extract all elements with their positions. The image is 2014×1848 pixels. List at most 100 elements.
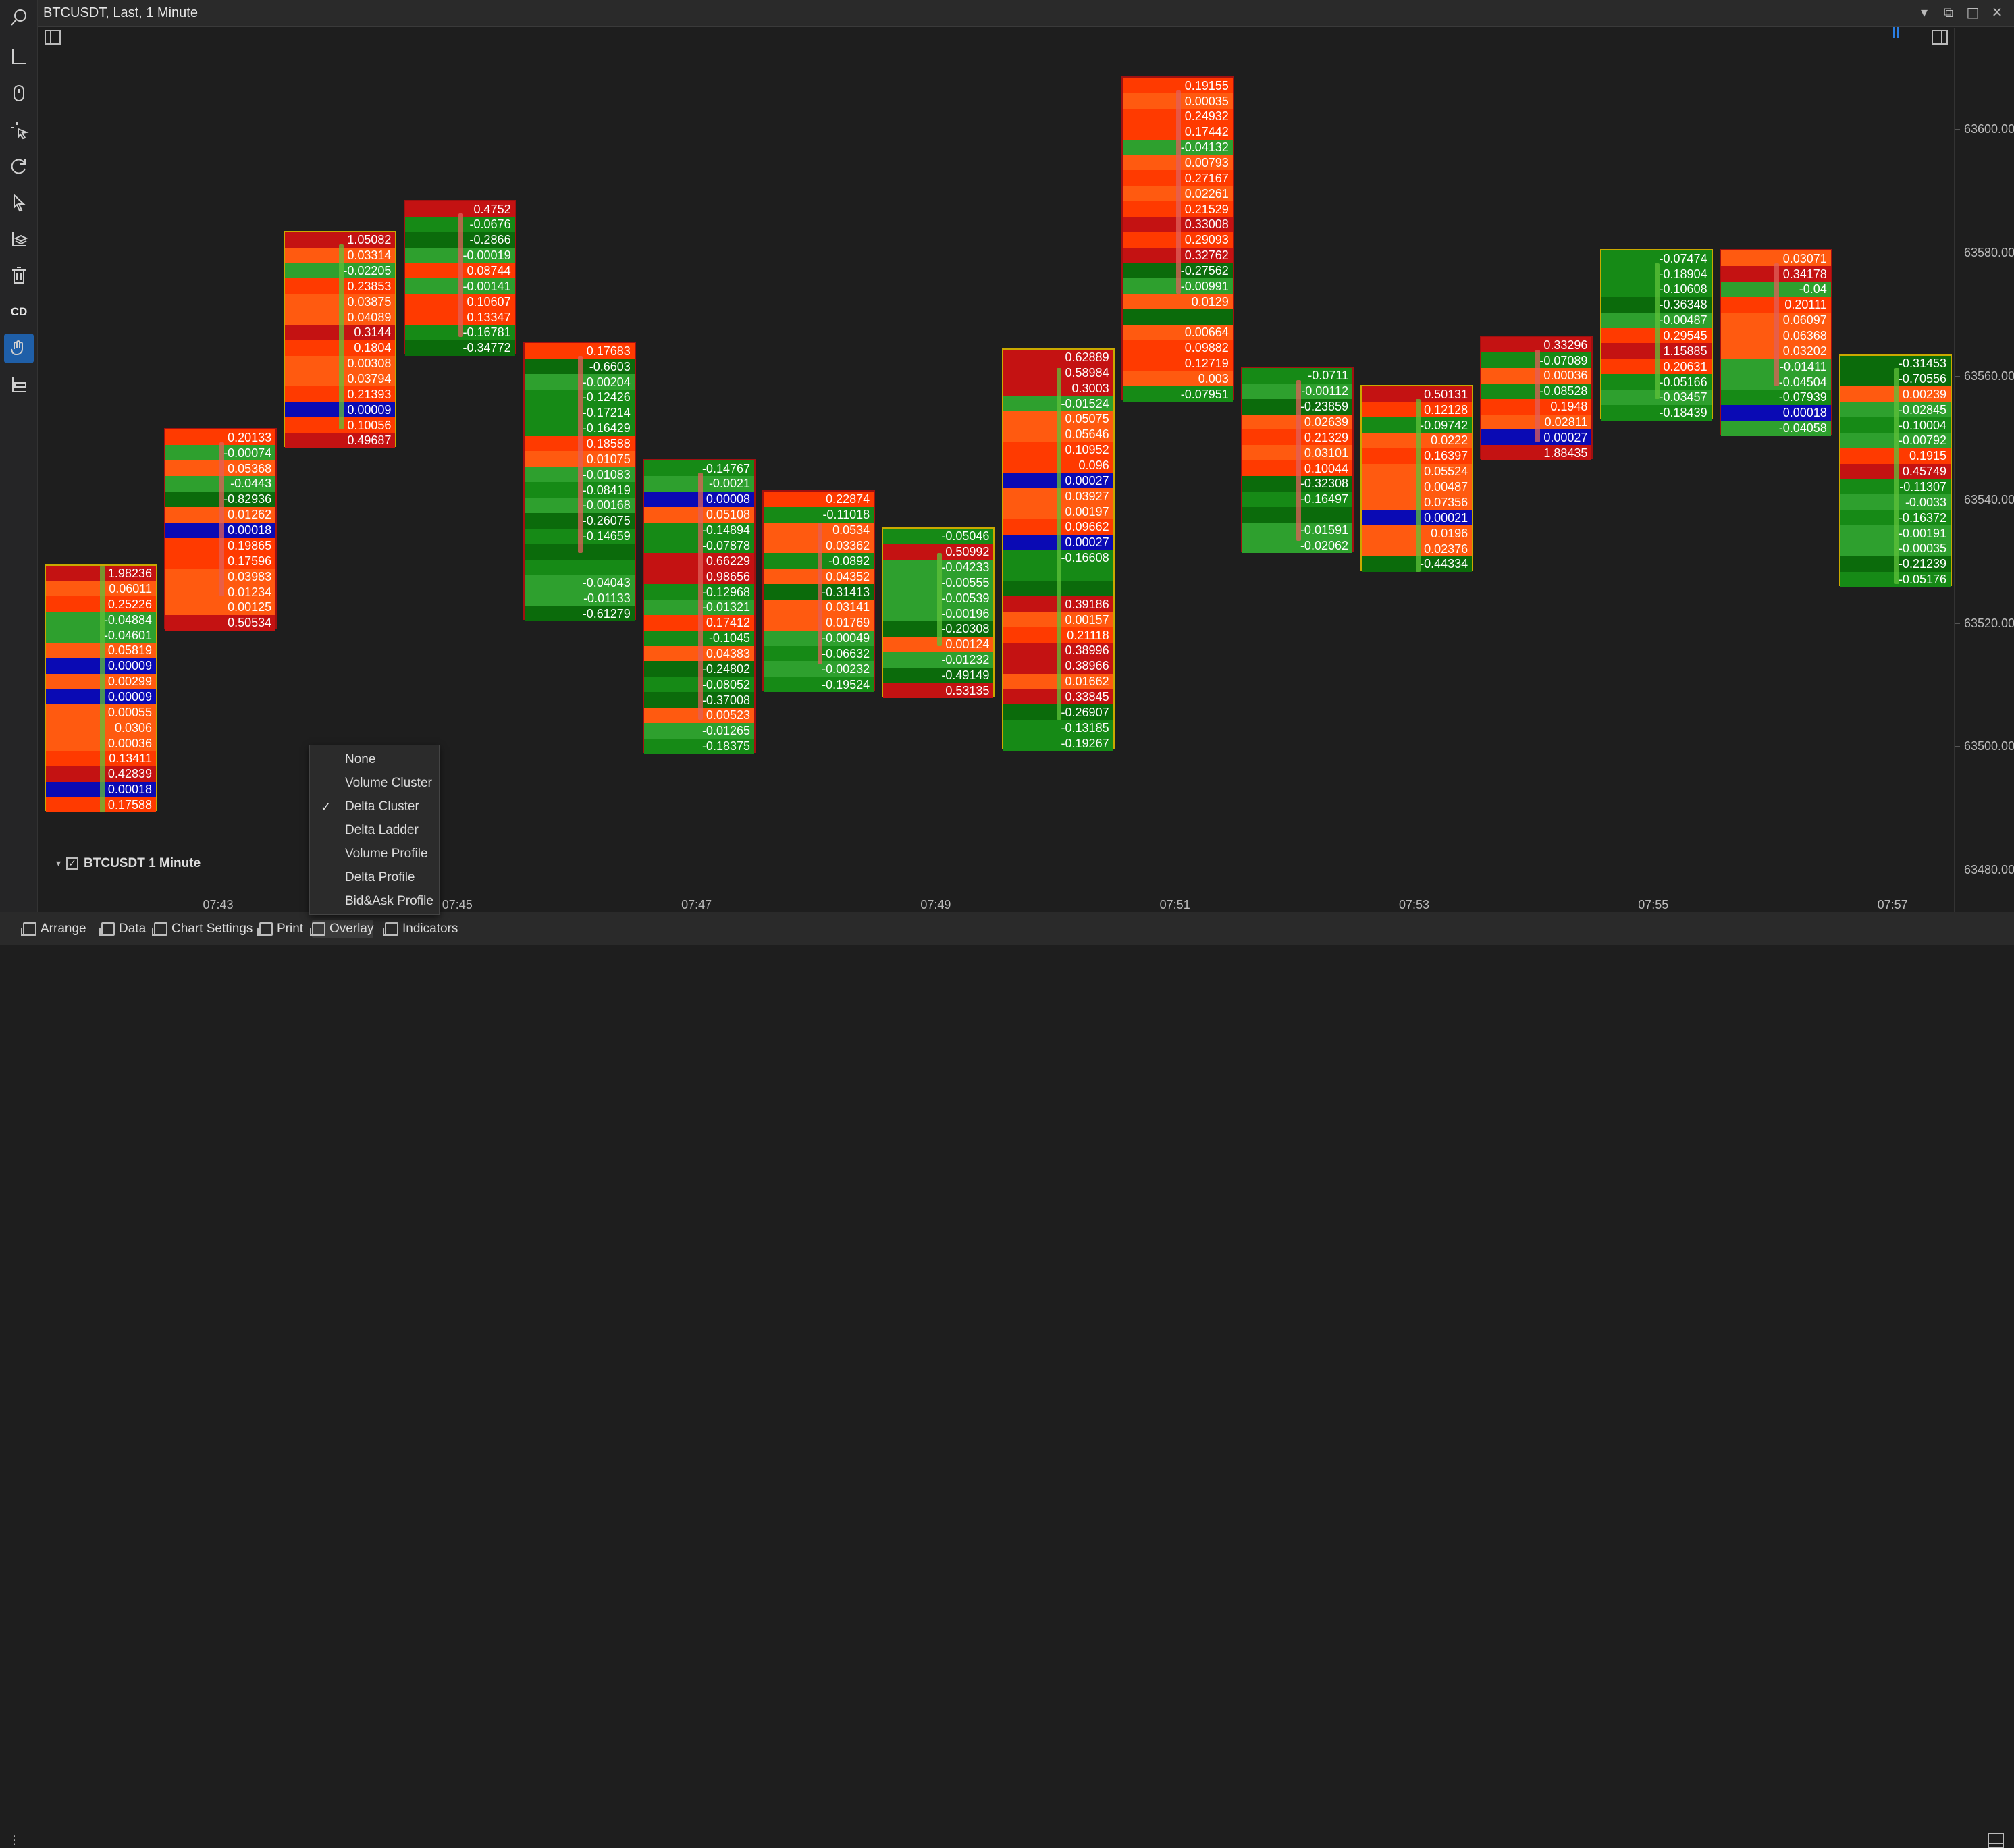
hand-tool-button[interactable] (4, 334, 34, 363)
menu-item-none[interactable]: None (310, 748, 439, 771)
time-label: 07:45 (442, 898, 473, 912)
menu-item-volume-profile[interactable]: Volume Profile (310, 843, 439, 866)
delta-cell: 0.0129 (1122, 294, 1233, 310)
search-icon (11, 9, 26, 26)
delta-cell: 0.49687 (285, 433, 396, 448)
delta-cell: -0.00232 (764, 661, 874, 677)
chevron-down-icon[interactable]: ▾ (56, 858, 61, 869)
detach-icon[interactable]: ⧉ (1943, 4, 1954, 20)
menu-item-volume-cluster[interactable]: Volume Cluster (310, 772, 439, 795)
footprint-bar[interactable]: 0.4752 -0.0676 -0.2866 -0.00019 0.08744 -0.00… (403, 200, 516, 356)
menu-item-delta-profile[interactable]: Delta Profile (310, 866, 439, 889)
chart-settings-button[interactable]: Chart Settings (152, 920, 253, 938)
time-label: 07:43 (203, 898, 234, 912)
delta-cell: -0.14767 (644, 460, 754, 477)
footprint-bar[interactable]: 0.20133 -0.00074 0.05368 -0.0443 -0.82936 0.0… (164, 428, 277, 631)
legend-box[interactable]: ▾ ✓ BTCUSDT 1 Minute (49, 849, 217, 878)
delta-cell: -0.01133 (524, 590, 635, 606)
window-controls: ▾ ⧉ □ ✕ (1917, 4, 2005, 20)
footprint-bar[interactable]: -0.0711 -0.00112 -0.23859 0.02639 0.21329 0.0… (1241, 367, 1354, 554)
delta-cell: 0.62889 (1003, 349, 1113, 365)
window-title: BTCUSDT, Last, 1 Minute (43, 5, 198, 20)
pointer-tool-button[interactable] (4, 188, 34, 217)
footprint-bar[interactable]: 1.98236 0.06011 0.25226 -0.04884 -0.04601 0.0… (45, 564, 157, 813)
chart-settings-label: Chart Settings (171, 922, 253, 936)
footprint-bar[interactable]: 0.50131 0.12128 -0.09742 0.0222 0.16397 0.055… (1360, 385, 1474, 572)
mouse-mode-button[interactable] (4, 78, 34, 108)
arrange-button[interactable]: Arrange (21, 920, 86, 938)
delta-cell: 1.88435 (1481, 445, 1592, 461)
data-button[interactable]: Data (99, 920, 147, 938)
cd-button[interactable]: CD (4, 297, 34, 327)
delete-drawings-button[interactable] (4, 261, 34, 290)
time-axis[interactable]: 07:43 07:45 07:47 07:49 07:51 07:53 07:55 07:57 (38, 891, 1954, 912)
delta-cell: -0.31453 (1840, 355, 1951, 371)
panel-bottom-icon[interactable] (1988, 1833, 2004, 1848)
ruler-button[interactable] (4, 370, 34, 400)
footprint-bar[interactable]: 0.62889 0.58984 0.3003 -0.01524 0.05075 0.056… (1001, 348, 1115, 751)
delta-cell: 0.00664 (1122, 325, 1233, 340)
time-label: 07:47 (681, 898, 712, 912)
candle-body (817, 522, 822, 664)
footprint-bar[interactable]: 0.22874 -0.11018 0.0534 0.03362 -0.0892 0.043… (762, 490, 876, 693)
time-label: 07:57 (1877, 898, 1908, 912)
delta-cell: -0.01232 (883, 652, 994, 668)
candle-body (1535, 349, 1540, 442)
delta-cell: -0.18375 (644, 738, 754, 754)
panel-right-icon[interactable] (1932, 30, 1948, 45)
delta-cell: 1.05082 (285, 232, 396, 248)
search-tool-button[interactable] (4, 3, 34, 32)
refresh-button[interactable] (4, 151, 34, 181)
maximize-icon[interactable]: □ (1966, 4, 1980, 20)
menu-item-label: Volume Profile (345, 847, 428, 861)
arrange-label: Arrange (41, 922, 86, 936)
indicators-button[interactable]: Indicators (383, 920, 458, 938)
footprint-bar[interactable]: 1.05082 0.03314 -0.02205 0.23853 0.03875 0.04… (284, 230, 397, 448)
cd-label: CD (10, 305, 28, 318)
candle-body (99, 565, 105, 813)
footprint-bar[interactable]: -0.31453 -0.70556 0.00239 -0.02845 -0.10004-… (1839, 354, 1952, 587)
mouse-icon (14, 85, 24, 101)
delta-cell: -0.04058 (1720, 420, 1831, 436)
footprint-bar[interactable]: 0.03071 0.34178 -0.04 0.20111 0.06097 0.06368… (1719, 249, 1832, 436)
close-icon[interactable]: ✕ (1991, 4, 2003, 20)
delta-cell: -0.11018 (764, 506, 874, 523)
panel-left-icon[interactable] (45, 30, 61, 45)
pause-icon[interactable] (1892, 27, 1901, 38)
crosshair-tool-button[interactable] (4, 115, 34, 144)
checkmark-icon: ✓ (321, 799, 332, 814)
chart-area[interactable]: 1.98236 0.06011 0.25226 -0.04884 -0.04601 0.0… (38, 28, 1954, 912)
delta-cell: -0.34772 (404, 340, 515, 356)
print-button[interactable]: Print (257, 920, 303, 938)
footprint-bar[interactable]: 0.19155 0.00035 0.24932 0.17442 -0.04132 0.00… (1121, 76, 1234, 402)
left-toolbar: CD (0, 0, 38, 912)
footprint-bar[interactable]: -0.14767 -0.0021 0.00008 0.05108 -0.14894 -0.… (643, 459, 756, 754)
drag-handle-icon[interactable]: ⋮ (8, 1833, 20, 1847)
menu-item-delta-ladder[interactable]: Delta Ladder (310, 819, 439, 842)
footprint-bar[interactable]: 0.33296 -0.07089 0.00036 -0.08528 0.1948 0.02… (1480, 336, 1593, 461)
overlay-button[interactable]: Overlay (310, 920, 374, 938)
layers-button[interactable] (4, 224, 34, 254)
dropdown-icon[interactable]: ▾ (1920, 4, 1928, 20)
line-tool-button[interactable] (4, 42, 34, 72)
delta-cell (1122, 309, 1233, 325)
delta-cell: 0.53135 (883, 683, 994, 699)
overlay-icon (310, 922, 325, 936)
footprint-bar[interactable]: 0.17683 -0.6603 -0.00204 -0.12426 -0.17214 -0… (523, 342, 636, 621)
footprint-bar[interactable]: -0.07474 -0.18904 -0.10608 -0.36348 -0.00487… (1599, 249, 1713, 421)
footprint-bar[interactable]: -0.05046 0.50992 -0.04233 -0.00555 -0.00539-… (882, 527, 995, 699)
menu-item-bid-ask-profile[interactable]: Bid&Ask Profile (310, 890, 439, 913)
menu-item-label: Volume Cluster (345, 776, 432, 790)
visibility-checkbox[interactable]: ✓ (66, 857, 79, 870)
candle-body (578, 355, 583, 554)
delta-cell: -0.19524 (764, 677, 874, 693)
delta-cell: -0.13185 (1003, 720, 1113, 736)
ruler-icon (12, 377, 26, 392)
delta-cell: 0.20133 (165, 429, 276, 446)
delta-cell: 0.09882 (1122, 340, 1233, 356)
indicators-icon (383, 922, 398, 936)
data-label: Data (119, 922, 147, 936)
candle-body (458, 213, 464, 338)
menu-item-delta-cluster[interactable]: ✓ Delta Cluster (310, 795, 439, 818)
price-axis[interactable]: 63600.00 63580.00 63560.00 63540.00 63520.00… (1954, 28, 2014, 912)
